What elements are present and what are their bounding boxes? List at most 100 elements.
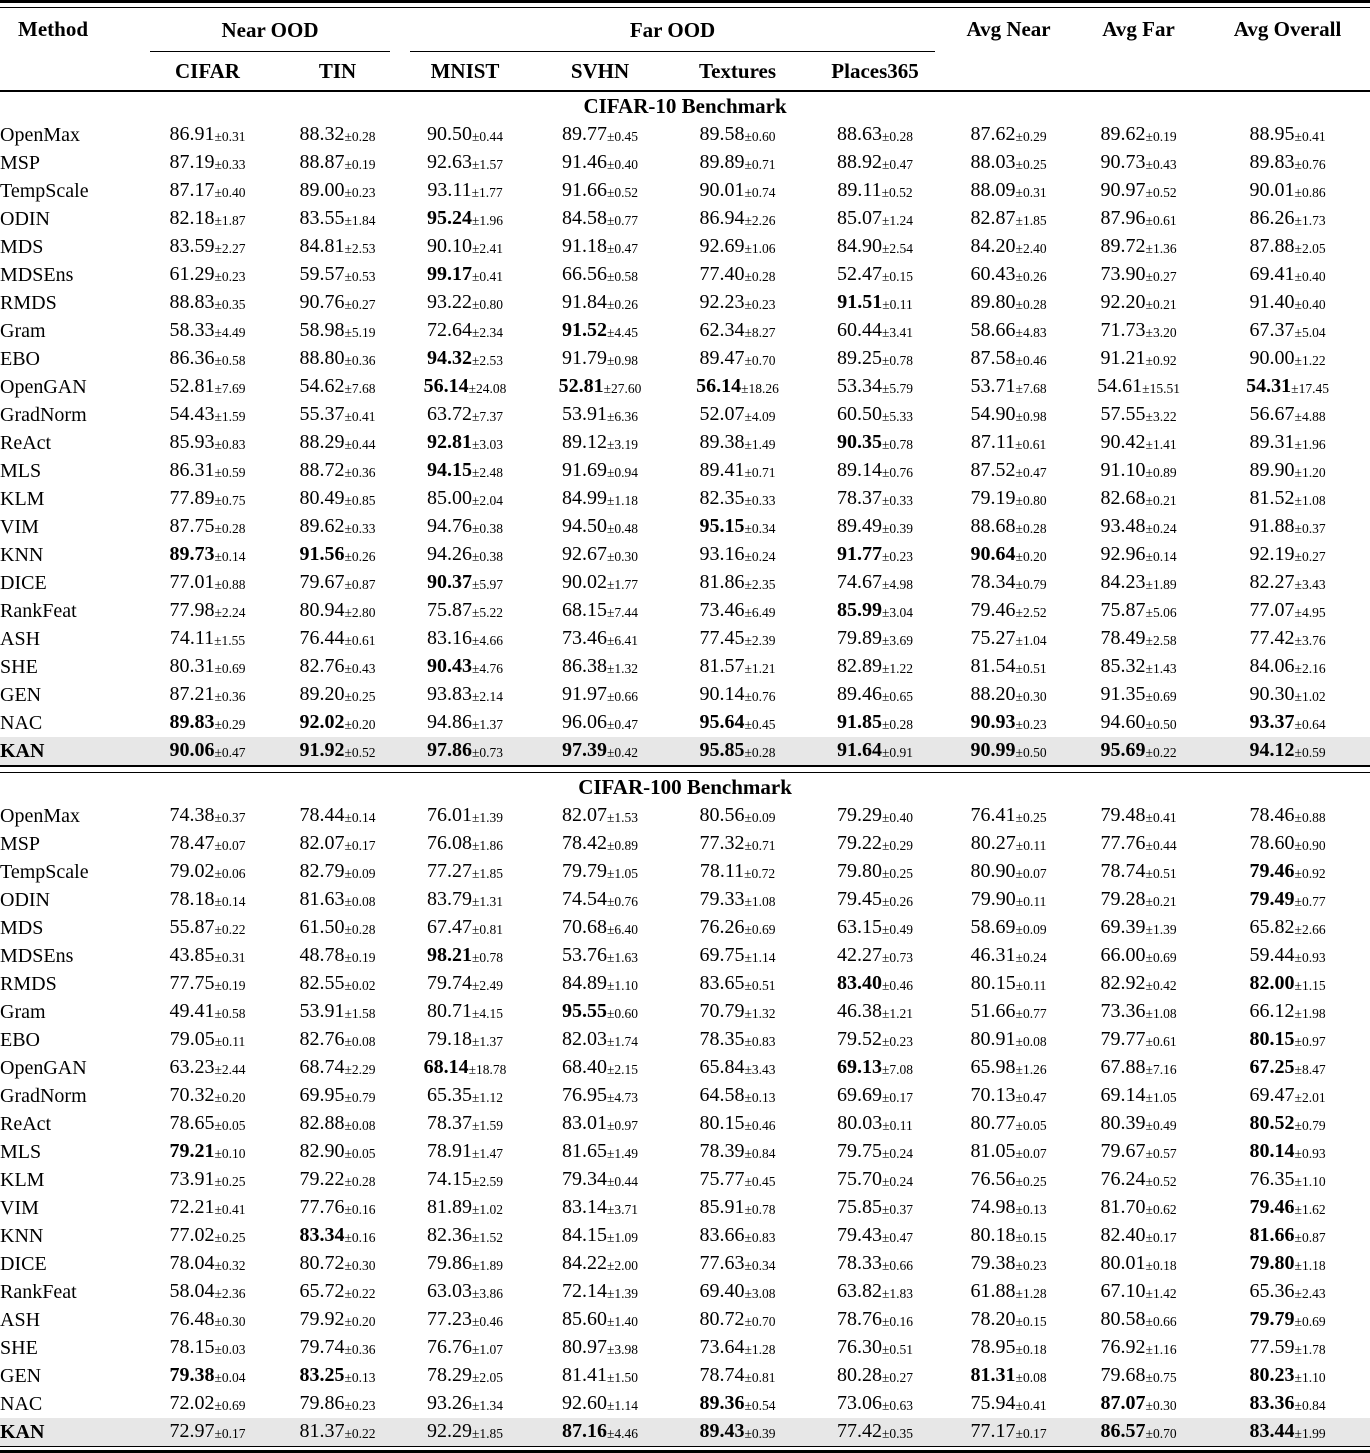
- metric-std: ±0.36: [344, 353, 376, 368]
- value-cell: 79.75±0.24: [805, 1138, 945, 1166]
- table-row: VIM 87.75±0.28 89.62±0.33 94.76±0.38 94.50±0…: [0, 513, 1370, 541]
- metric-std: ±0.28: [344, 129, 376, 144]
- metric-std: ±0.74: [744, 185, 776, 200]
- metric-value: 70.68: [561, 916, 607, 938]
- value-cell: 93.16±0.24: [670, 541, 805, 569]
- method-cell: DICE: [0, 571, 47, 594]
- value-cell: 66.12±1.98: [1205, 998, 1370, 1026]
- metric-std: ±0.20: [214, 1090, 246, 1105]
- method-cell: SHE: [0, 655, 38, 678]
- metric-std: ±1.77: [471, 185, 503, 200]
- value-cell: 92.69±1.06: [670, 233, 805, 261]
- table-body: CIFAR-10 Benchmark OpenMax 86.91±0.31 88.32…: [0, 91, 1370, 1446]
- value-cell: 82.87±1.85: [945, 205, 1072, 233]
- metric-std: ±0.42: [1145, 978, 1177, 993]
- metric-value: 80.27: [970, 832, 1016, 854]
- metric-value: 76.41: [970, 804, 1016, 826]
- metric-value: 84.20: [970, 235, 1016, 257]
- metric-value: 82.18: [169, 207, 215, 229]
- metric-std: ±0.41: [1015, 1398, 1047, 1413]
- metric-value: 77.40: [699, 263, 745, 285]
- value-cell: 76.92±1.16: [1072, 1334, 1205, 1362]
- method-cell: ODIN: [0, 207, 50, 230]
- metric-value: 80.52: [1249, 1112, 1295, 1134]
- value-cell: 89.25±0.78: [805, 345, 945, 373]
- metric-value: 89.73: [169, 543, 215, 565]
- metric-value: 79.86: [426, 1252, 472, 1274]
- metric-value: 81.63: [299, 888, 345, 910]
- table-row: ODIN 78.18±0.14 81.63±0.08 83.79±1.31 74.54±…: [0, 886, 1370, 914]
- metric-std: ±0.86: [1294, 185, 1326, 200]
- value-cell: 58.98±5.19: [275, 317, 400, 345]
- metric-value: 79.77: [1100, 1028, 1146, 1050]
- metric-value: 65.84: [699, 1056, 745, 1078]
- value-cell: 90.97±0.52: [1072, 177, 1205, 205]
- metric-value: 91.40: [1249, 291, 1295, 313]
- value-cell: 79.68±0.75: [1072, 1362, 1205, 1390]
- metric-value: 80.39: [1100, 1112, 1146, 1134]
- metric-value: 46.31: [970, 944, 1016, 966]
- metric-std: ±4.09: [744, 409, 776, 424]
- metric-std: ±0.60: [744, 129, 776, 144]
- metric-std: ±2.05: [471, 1370, 504, 1385]
- value-cell: 82.79±0.09: [275, 858, 400, 886]
- metric-value: 79.45: [837, 888, 883, 910]
- metric-value: 72.14: [561, 1280, 607, 1302]
- metric-value: 89.31: [1249, 431, 1295, 453]
- metric-value: 56.14: [696, 375, 742, 397]
- metric-std: ±0.69: [1145, 950, 1177, 965]
- metric-std: ±3.76: [1294, 633, 1326, 648]
- metric-value: 66.12: [1249, 1000, 1295, 1022]
- value-cell: 83.36±0.84: [1205, 1390, 1370, 1418]
- value-cell: 84.20±2.40: [945, 233, 1072, 261]
- metric-value: 94.32: [426, 347, 472, 369]
- metric-std: ±0.32: [214, 1258, 246, 1273]
- metric-std: ±0.70: [1145, 1426, 1177, 1441]
- metric-std: ±1.06: [744, 241, 776, 256]
- metric-std: ±4.45: [606, 325, 639, 340]
- metric-std: ±0.69: [1294, 1314, 1326, 1329]
- metric-value: 77.76: [1100, 832, 1146, 854]
- value-cell: 77.01±0.88: [140, 569, 275, 597]
- metric-value: 73.06: [837, 1392, 883, 1414]
- table-row: KLM 77.89±0.75 80.49±0.85 85.00±2.04 84.99±1…: [0, 485, 1370, 513]
- value-cell: 79.22±0.29: [805, 830, 945, 858]
- value-cell: 79.28±0.21: [1072, 886, 1205, 914]
- table-row: KAN 72.97±0.17 81.37±0.22 92.29±1.85 87.16±4…: [0, 1418, 1370, 1446]
- value-cell: 65.35±1.12: [400, 1082, 530, 1110]
- metric-value: 85.91: [699, 1196, 745, 1218]
- value-cell: 78.37±1.59: [400, 1110, 530, 1138]
- metric-std: ±0.78: [882, 353, 914, 368]
- metric-std: ±3.71: [606, 1202, 639, 1217]
- metric-value: 79.74: [426, 972, 472, 994]
- metric-value: 76.95: [561, 1084, 607, 1106]
- metric-std: ±1.18: [606, 493, 639, 508]
- value-cell: 92.19±0.27: [1205, 541, 1370, 569]
- metric-value: 52.81: [558, 375, 604, 397]
- value-cell: 81.70±0.62: [1072, 1194, 1205, 1222]
- value-cell: 73.90±0.27: [1072, 261, 1205, 289]
- metric-std: ±0.11: [882, 297, 913, 312]
- metric-std: ±0.21: [1145, 493, 1177, 508]
- metric-std: ±0.28: [882, 129, 914, 144]
- method-cell: GEN: [0, 1364, 42, 1387]
- value-cell: 78.91±1.47: [400, 1138, 530, 1166]
- metric-std: ±1.22: [882, 661, 914, 676]
- metric-value: 78.37: [426, 1112, 472, 1134]
- section-title: CIFAR-10 Benchmark: [583, 94, 787, 118]
- metric-std: ±0.61: [1015, 437, 1047, 452]
- metric-std: ±0.45: [744, 717, 776, 732]
- value-cell: 78.18±0.14: [140, 886, 275, 914]
- metric-value: 88.29: [299, 431, 345, 453]
- metric-value: 67.88: [1100, 1056, 1146, 1078]
- metric-value: 83.01: [561, 1112, 607, 1134]
- metric-std: ±1.89: [471, 1258, 504, 1273]
- metric-value: 74.11: [169, 627, 215, 649]
- value-cell: 76.95±4.73: [530, 1082, 670, 1110]
- metric-value: 89.49: [837, 515, 883, 537]
- metric-value: 53.76: [561, 944, 607, 966]
- metric-std: ±0.50: [1015, 745, 1047, 760]
- metric-value: 81.89: [426, 1196, 472, 1218]
- metric-value: 73.46: [699, 599, 745, 621]
- value-cell: 87.96±0.61: [1072, 205, 1205, 233]
